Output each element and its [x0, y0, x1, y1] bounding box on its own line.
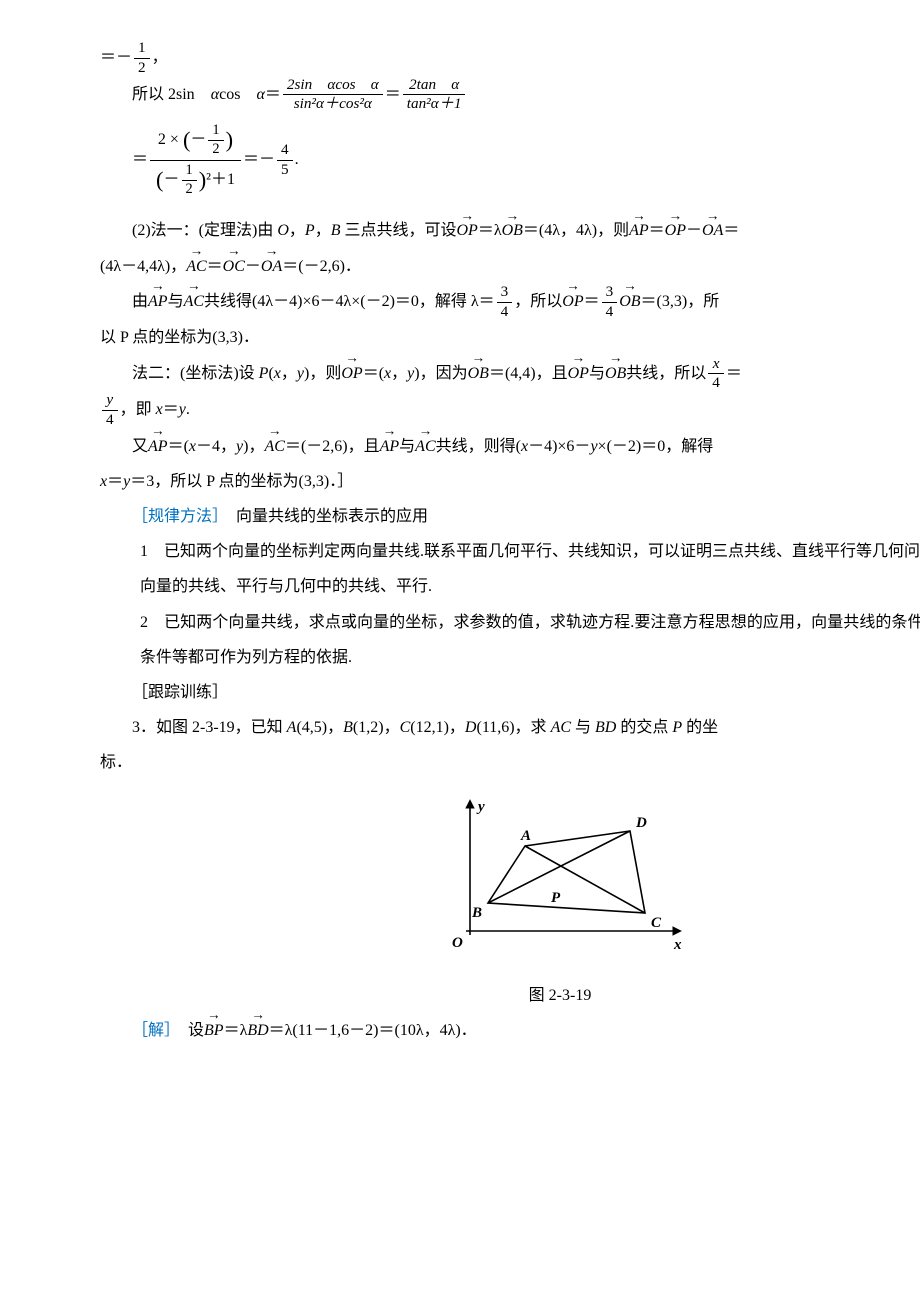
text-line-6: 以 P 点的坐标为(3,3)． — [100, 320, 920, 355]
vec-bp: BP — [204, 1013, 224, 1048]
vec-ob: OB — [468, 356, 489, 391]
text-line-7: 法二：(坐标法)设 P(x，y)，则OP＝(x，y)，因为OB＝(4,4)，且O… — [100, 356, 920, 393]
text-line-5: 由AP与AC共线得(4λ－4)×6－4λ×(－2)＝0，解得 λ＝34，所以OP… — [100, 284, 920, 321]
vec-oc: OC — [223, 249, 245, 284]
vec-op: OP — [457, 213, 478, 248]
frac-34: 34 — [497, 284, 513, 320]
vec-ac: AC — [264, 429, 284, 464]
svg-text:A: A — [520, 828, 531, 844]
figure-2-3-19: A B C D P Ox y — [100, 791, 920, 974]
frac-half: 12 — [134, 40, 150, 76]
solution-line: ［解］ 设BP＝λBD＝λ(11－1,6－2)＝(10λ，4λ)． — [100, 1013, 920, 1048]
vec-bd: BD — [247, 1013, 268, 1048]
vec-ob: OB — [619, 284, 640, 319]
rule-item-2: 2 已知两个向量共线，求点或向量的坐标，求参数的值，求轨迹方程.要注意方程思想的… — [100, 605, 920, 675]
vec-ap: AP — [148, 429, 168, 464]
frac-tan: 2tan αtan²α＋1 — [403, 77, 466, 113]
frac-45: 45 — [277, 142, 293, 178]
vec-ob: OB — [502, 213, 523, 248]
math-line-2: ＝ 2 × (－12) (－12)²＋1 ＝－45. — [100, 121, 920, 199]
vec-ac: AC — [184, 284, 204, 319]
math-line-0: ＝－12， — [100, 40, 920, 77]
t: ＝－ — [100, 49, 132, 66]
vec-ap: AP — [380, 429, 400, 464]
text-line-8: y4，即 x＝y. — [100, 392, 920, 429]
vec-oa: OA — [702, 213, 723, 248]
text-line-9: 又AP＝(x－4，y)，AC＝(－2,6)，且AP与AC共线，则得(x－4)×6… — [100, 429, 920, 464]
svg-text:B: B — [471, 905, 482, 921]
vec-ac: AC — [415, 429, 435, 464]
svg-text:y: y — [476, 799, 485, 815]
followup-label: ［跟踪训练］ — [100, 675, 920, 710]
problem-3-cont: 标． — [100, 745, 920, 780]
svg-text:D: D — [635, 815, 647, 831]
section-rule: ［规律方法］ 向量共线的坐标表示的应用 — [100, 499, 920, 534]
vec-op: OP — [568, 356, 589, 391]
frac-34b: 34 — [602, 284, 618, 320]
svg-text:C: C — [651, 915, 662, 931]
text-line-4: (4λ－4,4λ)，AC＝OC－OA＝(－2,6)． — [100, 249, 920, 284]
svg-text:O: O — [452, 935, 463, 951]
problem-3: 3．如图 2-3-19，已知 A(4,5)，B(1,2)，C(12,1)，D(1… — [100, 710, 920, 745]
frac-x4: x4 — [708, 356, 724, 392]
t: ， — [152, 49, 168, 66]
math-line-1: 所以 2sin αcos α＝2sin αcos αsin²α＋cos²α＝2t… — [100, 77, 920, 114]
text-line-10: x＝y＝3，所以 P 点的坐标为(3,3)．］ — [100, 464, 920, 499]
solution-label: ［解］ — [132, 1022, 172, 1039]
svg-text:x: x — [673, 937, 682, 953]
vec-op: OP — [562, 284, 583, 319]
frac-big: 2 × (－12) (－12)²＋1 — [150, 121, 241, 199]
vec-oa: OA — [261, 249, 282, 284]
rule-item-1: 1 已知两个向量的坐标判定两向量共线.联系平面几何平行、共线知识，可以证明三点共… — [100, 534, 920, 604]
frac-sincos: 2sin αcos αsin²α＋cos²α — [283, 77, 383, 113]
rule-label: ［规律方法］ — [132, 508, 220, 525]
vec-op: OP — [341, 356, 362, 391]
svg-text:P: P — [551, 890, 561, 906]
frac-y4: y4 — [102, 392, 118, 428]
vec-ob: OB — [605, 356, 626, 391]
vec-ap: AP — [148, 284, 168, 319]
figure-svg: A B C D P Ox y — [430, 791, 690, 961]
vec-ap: AP — [629, 213, 649, 248]
vec-op: OP — [665, 213, 686, 248]
